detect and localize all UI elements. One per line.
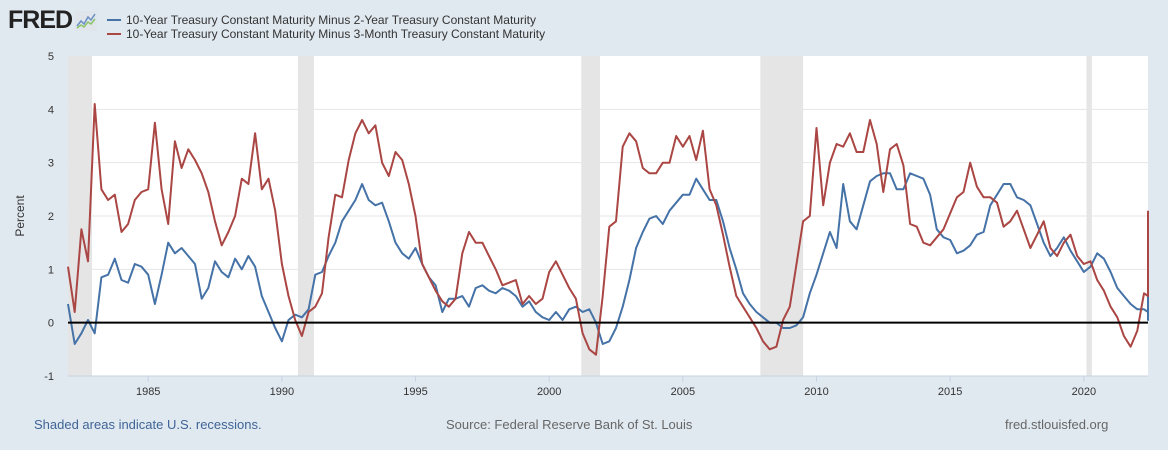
chart-legend: 10-Year Treasury Constant Maturity Minus… xyxy=(107,13,545,41)
recession-note-link[interactable]: Shaded areas indicate U.S. recessions. xyxy=(34,417,262,432)
y-tick-label: 2 xyxy=(48,211,54,223)
site-link[interactable]: fred.stlouisfed.org xyxy=(1005,417,1109,432)
x-tick-label: 2005 xyxy=(671,386,695,398)
y-tick-label: 1 xyxy=(48,264,54,276)
series-line-10y2y[interactable] xyxy=(67,172,1149,345)
y-tick-label: 5 xyxy=(48,51,54,63)
y-tick-label: 0 xyxy=(48,318,54,330)
x-tick-label: 1985 xyxy=(136,386,160,398)
x-tick-label: 2015 xyxy=(938,386,962,398)
x-axis-ticks: 1985 1990 1995 2000 2005 2010 2015 2020 xyxy=(136,376,1096,398)
legend-swatch-10y2y xyxy=(107,19,121,21)
legend-swatch-10y3m xyxy=(107,33,121,35)
legend-item-10y3m[interactable]: 10-Year Treasury Constant Maturity Minus… xyxy=(107,27,545,41)
line-chart-icon xyxy=(75,10,98,31)
logo-text: FRED xyxy=(8,6,73,34)
fred-logo[interactable]: FRED xyxy=(8,6,98,34)
series-lines xyxy=(67,103,1149,356)
x-tick-label: 2000 xyxy=(537,386,561,398)
y-axis-ticks: -1 0 1 2 3 4 5 xyxy=(44,51,54,383)
x-tick-label: 2020 xyxy=(1072,386,1096,398)
legend-label-10y2y: 10-Year Treasury Constant Maturity Minus… xyxy=(126,13,536,27)
series-line-10y3m[interactable] xyxy=(67,103,1149,356)
y-tick-label: 3 xyxy=(48,158,54,170)
x-tick-label: 1995 xyxy=(403,386,427,398)
x-tick-label: 2010 xyxy=(804,386,828,398)
x-tick-label: 1990 xyxy=(270,386,294,398)
source-text: Source: Federal Reserve Bank of St. Loui… xyxy=(446,417,693,432)
y-tick-label: 4 xyxy=(48,104,54,116)
legend-label-10y3m: 10-Year Treasury Constant Maturity Minus… xyxy=(126,27,546,41)
y-axis-label: Percent xyxy=(13,195,27,237)
legend-item-10y2y[interactable]: 10-Year Treasury Constant Maturity Minus… xyxy=(107,13,545,27)
line-chart: -1 0 1 2 3 4 5 1985 1990 1995 2000 2005 2010 2015 202… xyxy=(13,51,1149,398)
y-tick-label: -1 xyxy=(44,371,54,383)
gridlines xyxy=(68,108,1148,270)
